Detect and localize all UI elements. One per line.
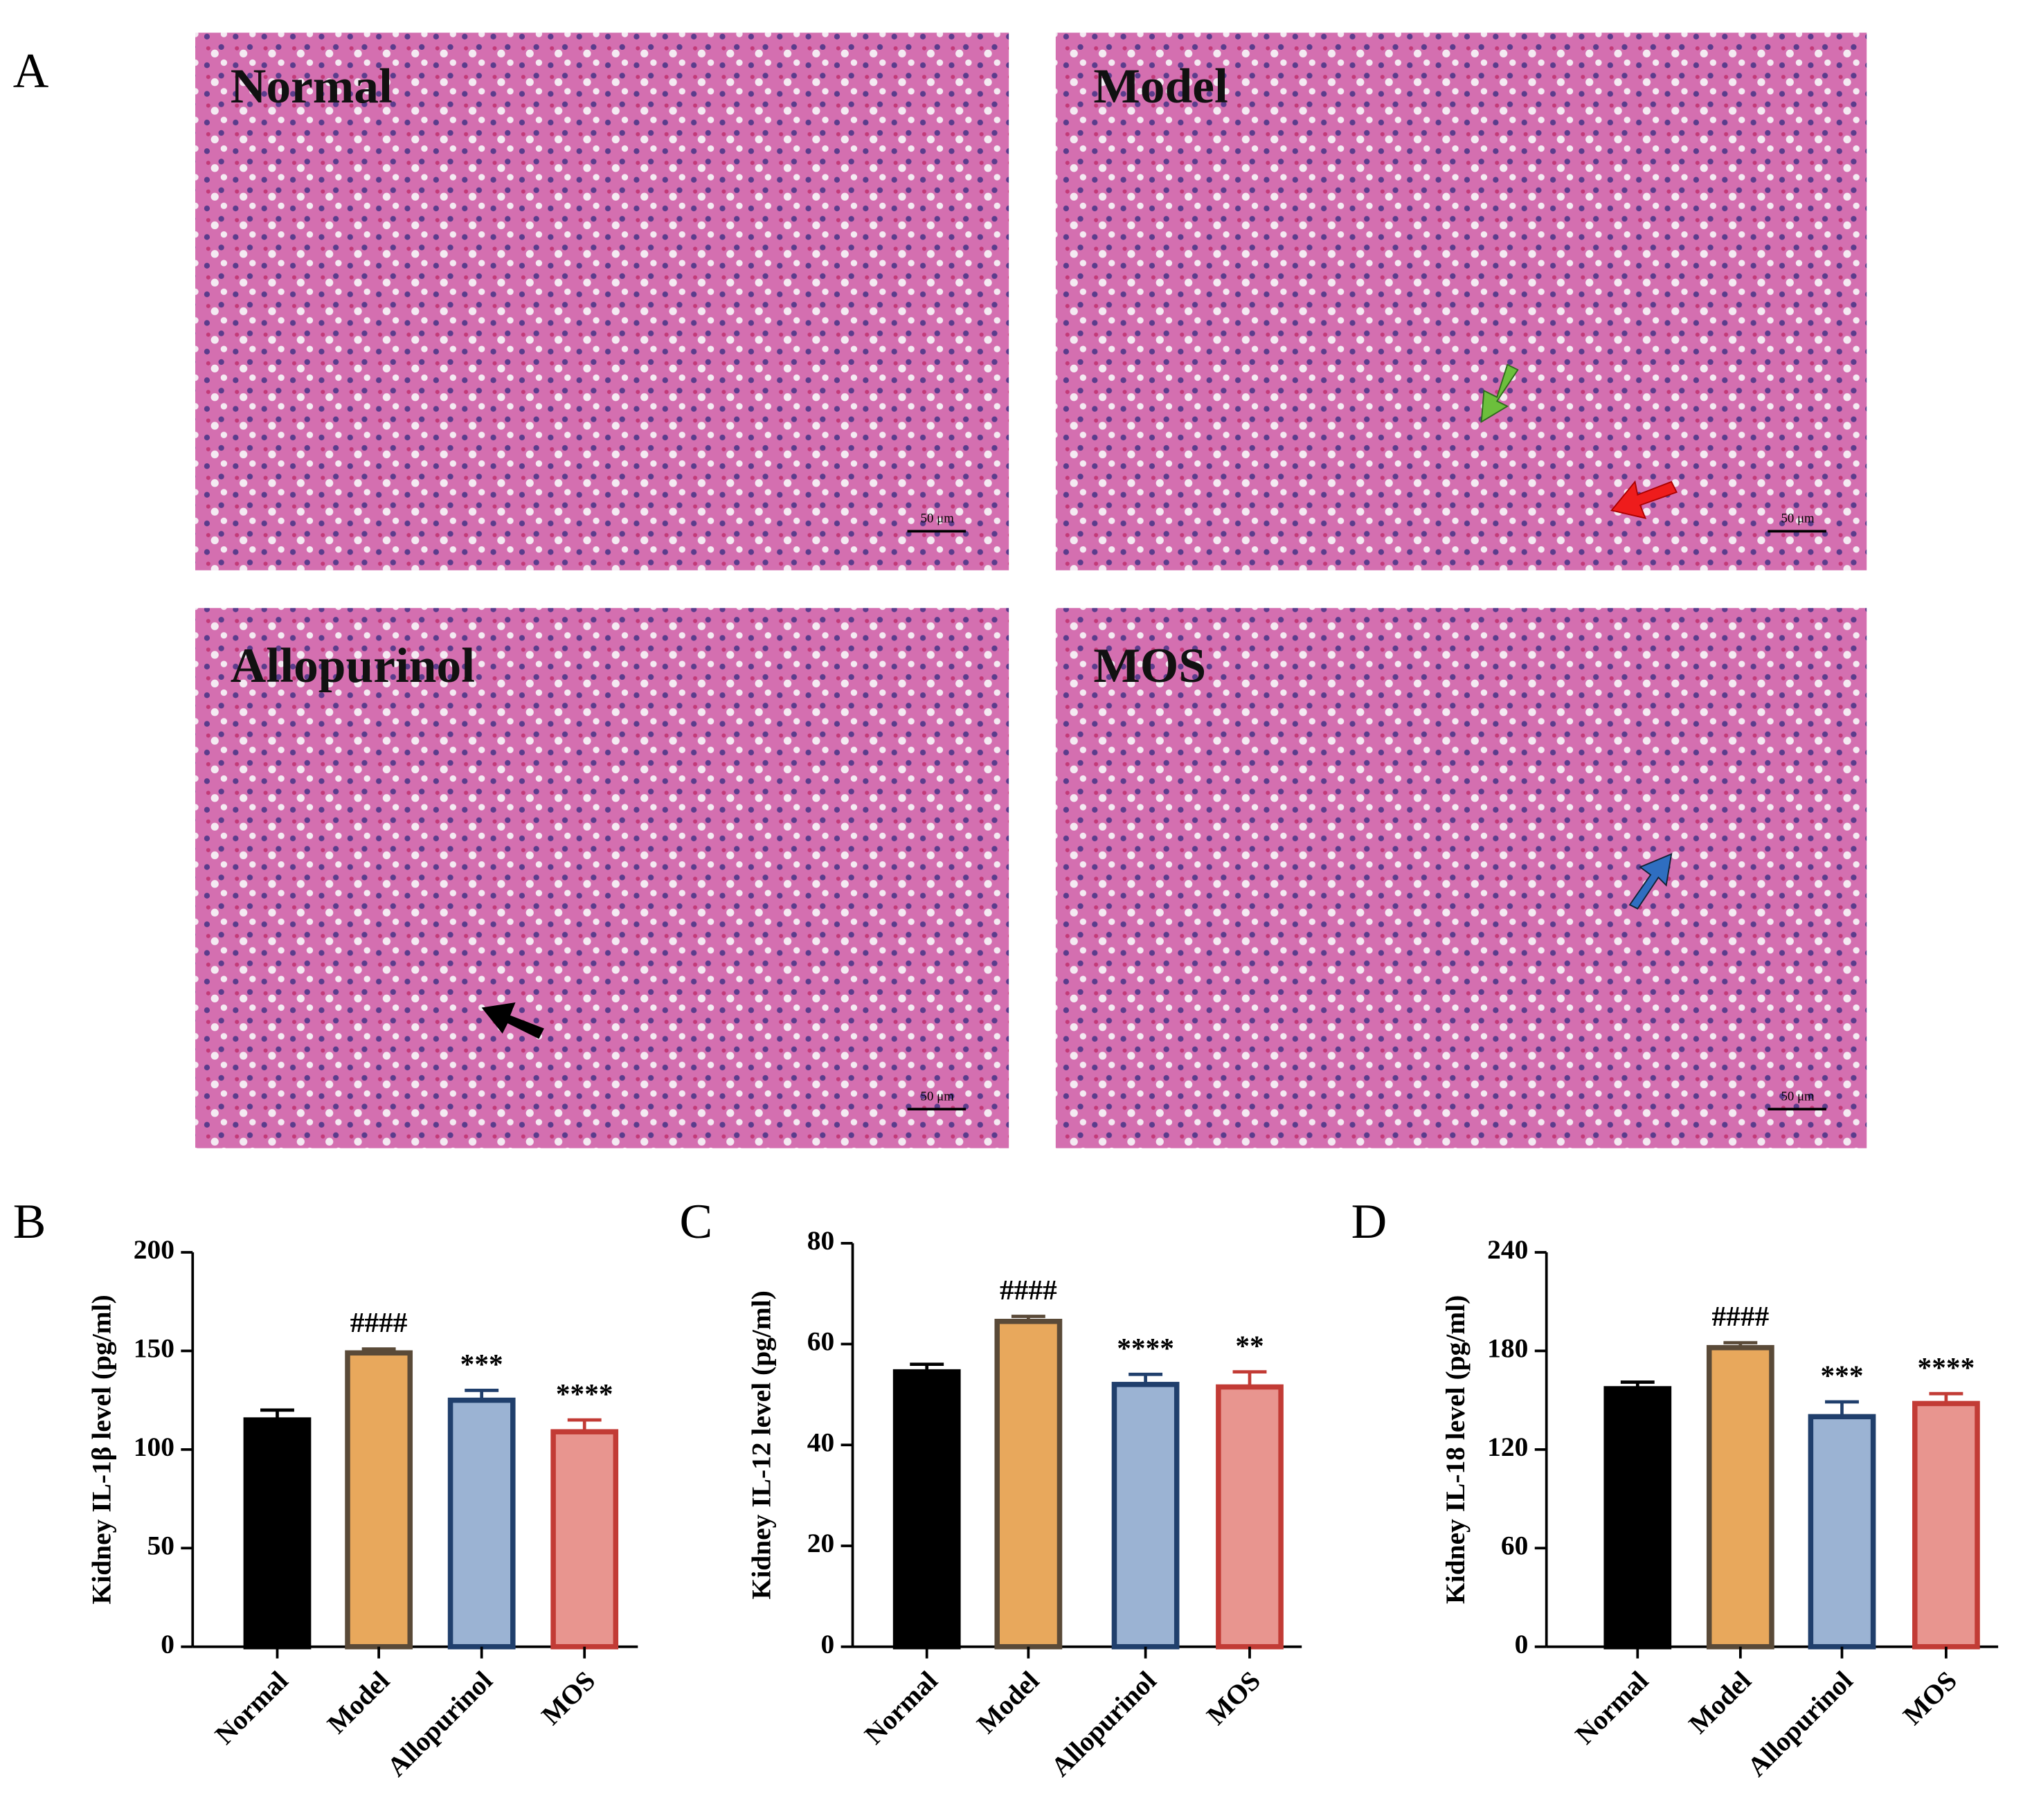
significance: *** <box>1820 1360 1863 1391</box>
arrow <box>1610 480 1678 519</box>
y-tick-label: 180 <box>1487 1333 1528 1363</box>
image-label: Model <box>1093 59 1228 114</box>
y-tick-label: 120 <box>1487 1432 1528 1462</box>
arrow <box>1480 363 1519 424</box>
significance: **** <box>1117 1332 1174 1364</box>
x-tick-label: Normal <box>1570 1665 1655 1750</box>
y-tick-label: 100 <box>134 1432 174 1462</box>
y-tick-label: 60 <box>807 1326 834 1357</box>
y-tick-label: 200 <box>134 1234 174 1265</box>
bar <box>1216 1384 1284 1650</box>
scale-bar: 50 μm <box>1781 512 1815 526</box>
significance: **** <box>556 1378 613 1409</box>
y-tick-label: 20 <box>807 1528 834 1558</box>
image-label: Normal <box>231 59 393 114</box>
y-tick-label: 40 <box>807 1427 834 1457</box>
x-tick-label: Model <box>321 1665 395 1739</box>
y-tick-label: 0 <box>1515 1629 1529 1659</box>
panel-label: D <box>1351 1194 1387 1249</box>
scale-bar: 50 μm <box>921 1090 955 1104</box>
x-tick-label: Allopurinol <box>1045 1665 1162 1782</box>
y-axis-label: Kidney IL-1β level (pg/ml) <box>86 1295 116 1604</box>
bar <box>1808 1414 1876 1650</box>
panel-label: A <box>13 44 49 98</box>
micrograph: Allopurinol 50 μm <box>195 608 1009 1148</box>
bar <box>1706 1344 1774 1650</box>
y-tick-label: 0 <box>820 1629 834 1659</box>
x-tick-label: Normal <box>858 1665 944 1750</box>
y-tick-label: 80 <box>807 1225 834 1256</box>
scale-bar: 50 μm <box>1781 1090 1815 1104</box>
significance: #### <box>350 1306 408 1338</box>
significance: #### <box>1711 1300 1769 1332</box>
image-label: Allopurinol <box>231 638 475 693</box>
bar <box>1912 1400 1980 1650</box>
x-tick-label: Normal <box>209 1665 294 1750</box>
x-tick-label: MOS <box>1897 1665 1963 1731</box>
y-tick-label: 240 <box>1487 1234 1528 1265</box>
x-tick-label: MOS <box>536 1665 602 1731</box>
scale-bar: 50 μm <box>921 512 955 526</box>
arrow <box>1628 853 1673 910</box>
bar <box>1603 1386 1672 1650</box>
bar <box>994 1319 1063 1650</box>
bar <box>447 1397 516 1650</box>
y-tick-label: 150 <box>134 1333 174 1363</box>
x-tick-label: Model <box>971 1665 1045 1739</box>
x-tick-label: Allopurinol <box>381 1665 498 1782</box>
panel-label: C <box>679 1194 712 1249</box>
significance: #### <box>1000 1274 1057 1306</box>
y-tick-label: 50 <box>147 1530 174 1560</box>
y-tick-label: 0 <box>161 1629 174 1659</box>
bar <box>892 1369 961 1650</box>
panel-label: B <box>13 1194 46 1249</box>
bar <box>345 1350 413 1650</box>
arrow <box>481 1002 544 1039</box>
x-tick-label: Allopurinol <box>1741 1665 1858 1782</box>
micrograph: Model 50 μm <box>1055 33 1867 570</box>
significance: *** <box>460 1348 503 1380</box>
x-tick-label: MOS <box>1201 1665 1266 1731</box>
micrograph: Normal 50 μm <box>195 33 1009 570</box>
significance: ** <box>1235 1329 1264 1361</box>
y-axis-label: Kidney IL-12 level (pg/ml) <box>746 1290 777 1599</box>
y-tick-label: 60 <box>1501 1530 1528 1560</box>
micrograph: MOS 50 μm <box>1055 608 1867 1148</box>
x-tick-label: Model <box>1683 1665 1757 1739</box>
bar <box>243 1417 312 1650</box>
significance: **** <box>1918 1351 1975 1383</box>
bar <box>550 1429 619 1650</box>
y-axis-label: Kidney IL-18 level (pg/ml) <box>1440 1295 1471 1604</box>
image-label: MOS <box>1093 638 1206 693</box>
bar <box>1111 1382 1180 1650</box>
